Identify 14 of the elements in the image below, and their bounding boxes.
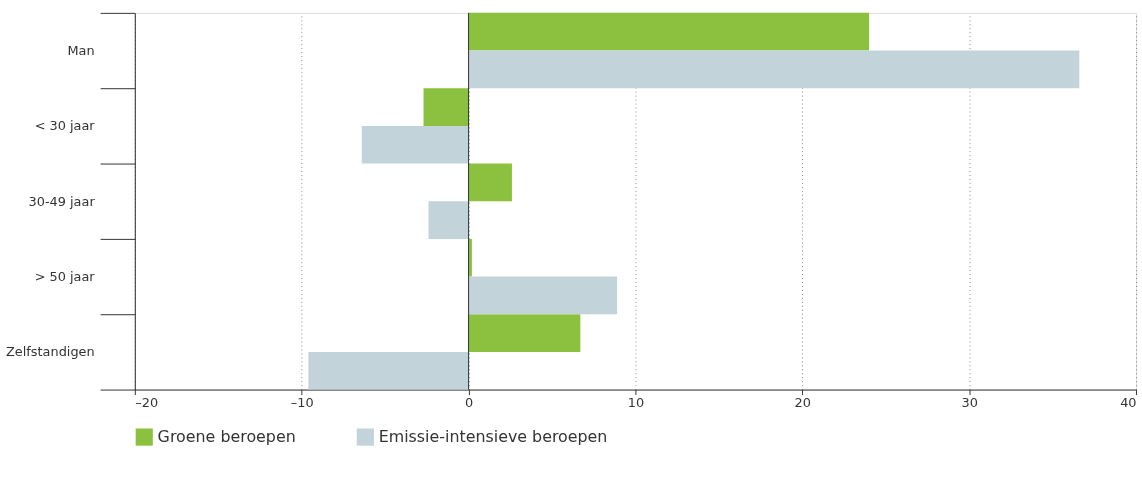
x-tick-label: –20 xyxy=(135,394,159,410)
y-tick-label: > 50 jaar xyxy=(34,269,96,285)
y-tick-label: 30-49 jaar xyxy=(28,193,96,209)
y-tick-label: Zelfstandigen xyxy=(6,344,95,360)
y-tick-label: Man xyxy=(67,43,95,58)
x-tick-label: 20 xyxy=(794,394,811,410)
legend-label: Groene beroepen xyxy=(157,427,296,447)
x-tick-label: 40 xyxy=(1120,394,1137,410)
legend-label: Emissie-intensieve beroepen xyxy=(378,427,608,447)
y-tick-label: < 30 jaar xyxy=(34,118,96,134)
x-tick-label: 30 xyxy=(961,394,978,410)
x-tick-label: 0 xyxy=(464,394,474,410)
x-tick-label: –10 xyxy=(290,394,314,410)
x-tick-label: 10 xyxy=(627,394,645,410)
